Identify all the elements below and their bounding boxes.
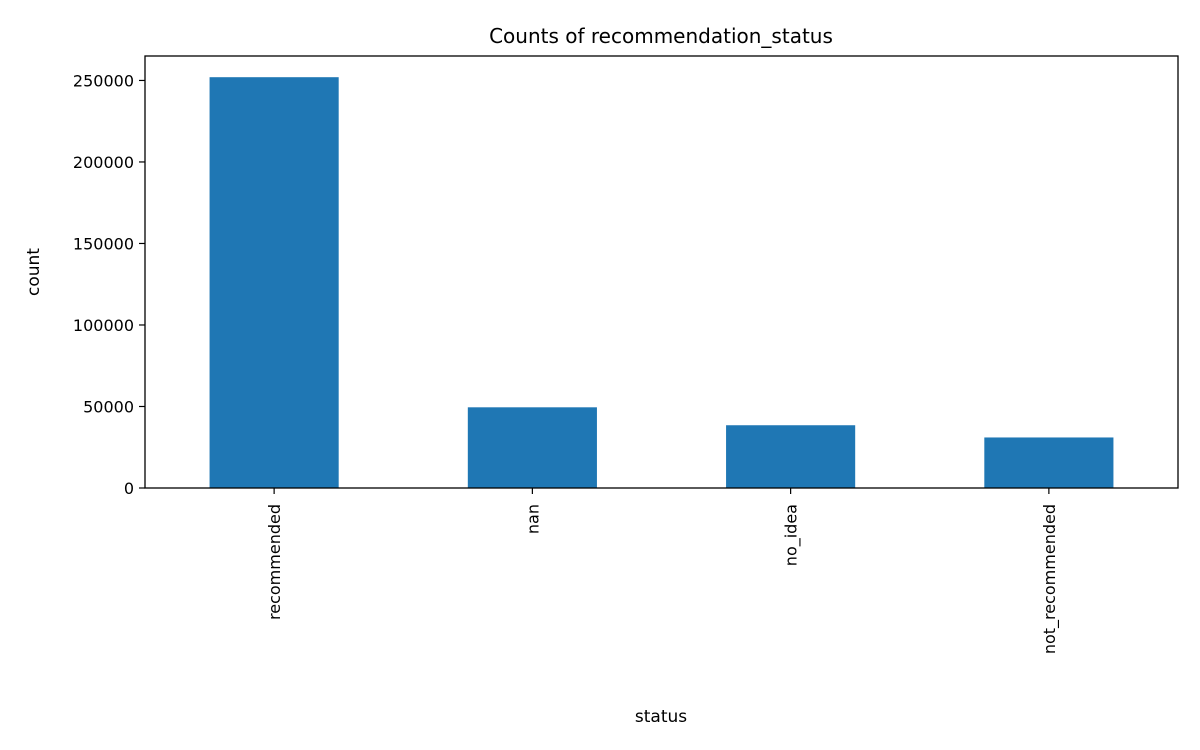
y-axis-label: count [24,248,44,296]
y-tick-label: 150000 [73,234,134,253]
bar-recommended [209,77,339,489]
bar-no-idea [726,425,856,488]
y-axis: 0 50000 100000 150000 200000 250000 [73,71,145,498]
bar-not-recommended [984,437,1114,488]
y-tick-label: 100000 [73,316,134,335]
bars-group [209,77,1114,489]
chart-title: Counts of recommendation_status [489,24,833,48]
y-tick-label: 250000 [73,71,134,90]
bar-nan [467,407,597,488]
x-axis: recommended nan no_idea not_recommended [265,488,1060,654]
x-tick-label: nan [523,504,542,534]
y-tick-label: 50000 [83,397,134,416]
plot-frame [144,55,1179,489]
x-tick-label: no_idea [782,504,802,566]
y-tick-label: 200000 [73,153,134,172]
x-tick-label: recommended [265,504,284,620]
y-tick-label: 0 [124,479,134,498]
x-axis-label: status [635,707,687,727]
x-tick-label: not_recommended [1040,504,1060,654]
